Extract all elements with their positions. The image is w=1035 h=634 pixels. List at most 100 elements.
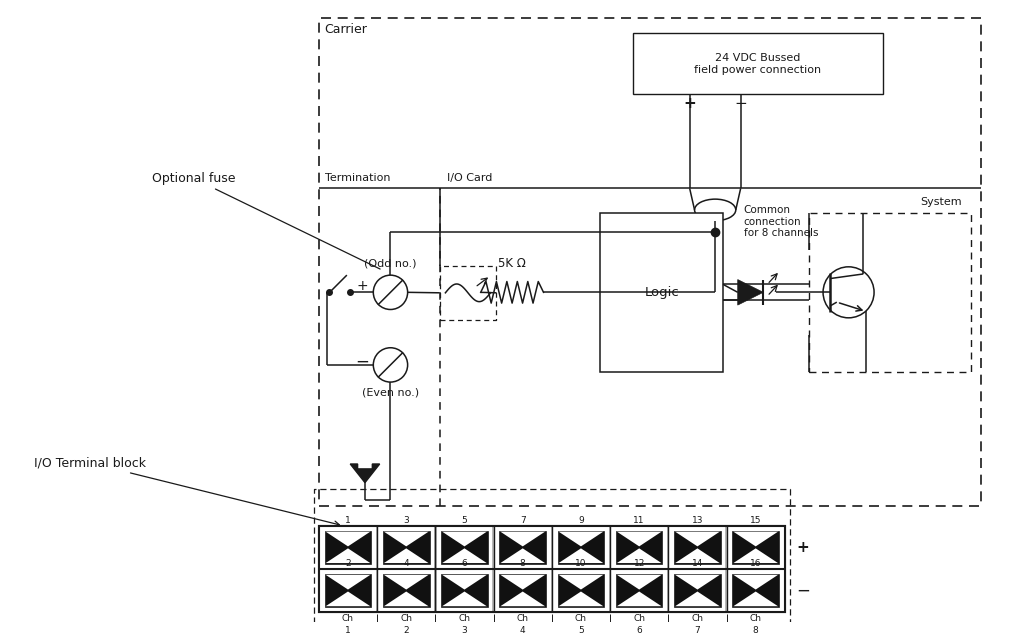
Polygon shape <box>441 531 487 564</box>
Text: 7: 7 <box>694 626 701 634</box>
Text: 5: 5 <box>579 626 584 634</box>
Polygon shape <box>320 570 376 611</box>
Text: Common
connection
for 8 channels: Common connection for 8 channels <box>743 205 818 238</box>
Polygon shape <box>674 531 720 564</box>
Polygon shape <box>384 575 428 590</box>
Polygon shape <box>495 570 551 611</box>
Polygon shape <box>378 527 434 568</box>
Polygon shape <box>733 531 779 564</box>
Text: 7: 7 <box>520 516 526 525</box>
Text: −: − <box>355 353 368 371</box>
Polygon shape <box>559 575 603 590</box>
Polygon shape <box>500 532 545 547</box>
Polygon shape <box>616 574 662 607</box>
Text: +: + <box>797 540 809 555</box>
Polygon shape <box>500 574 546 607</box>
Text: −: − <box>734 96 747 111</box>
Text: −: − <box>797 581 810 600</box>
Text: 1: 1 <box>345 516 351 525</box>
Polygon shape <box>326 548 371 563</box>
Text: +: + <box>356 280 367 294</box>
Text: (Even no.): (Even no.) <box>362 388 419 398</box>
Text: 9: 9 <box>579 516 584 525</box>
Text: 10: 10 <box>575 559 587 568</box>
Polygon shape <box>632 34 883 94</box>
Text: 2: 2 <box>404 626 409 634</box>
Polygon shape <box>437 527 493 568</box>
Polygon shape <box>378 570 434 611</box>
Polygon shape <box>326 532 371 547</box>
Text: Logic: Logic <box>645 286 679 299</box>
Polygon shape <box>326 592 371 606</box>
Text: 8: 8 <box>752 626 759 634</box>
Polygon shape <box>675 592 719 606</box>
Text: Carrier: Carrier <box>325 23 367 36</box>
Polygon shape <box>320 527 376 568</box>
Polygon shape <box>442 532 486 547</box>
Text: 11: 11 <box>633 516 645 525</box>
Polygon shape <box>738 280 763 305</box>
Polygon shape <box>734 575 778 590</box>
Text: I/O Card: I/O Card <box>447 174 493 183</box>
Text: Ch: Ch <box>401 614 412 623</box>
Polygon shape <box>559 548 603 563</box>
Polygon shape <box>675 548 719 563</box>
Text: 8: 8 <box>520 559 526 568</box>
Polygon shape <box>617 592 661 606</box>
Polygon shape <box>442 575 486 590</box>
Polygon shape <box>558 531 604 564</box>
Text: 2: 2 <box>345 559 351 568</box>
Text: Ch: Ch <box>633 614 645 623</box>
Polygon shape <box>617 575 661 590</box>
Polygon shape <box>734 532 778 547</box>
Polygon shape <box>559 592 603 606</box>
Text: I/O Terminal block: I/O Terminal block <box>34 456 339 526</box>
Polygon shape <box>617 548 661 563</box>
Text: 4: 4 <box>520 626 526 634</box>
Text: 15: 15 <box>750 516 762 525</box>
Polygon shape <box>553 570 609 611</box>
Polygon shape <box>383 574 430 607</box>
Text: Ch: Ch <box>575 614 587 623</box>
Polygon shape <box>675 532 719 547</box>
Text: 6: 6 <box>462 559 468 568</box>
Text: 14: 14 <box>691 559 703 568</box>
Polygon shape <box>670 570 726 611</box>
Text: System: System <box>920 197 962 207</box>
Polygon shape <box>734 592 778 606</box>
Text: Optional fuse: Optional fuse <box>152 172 380 269</box>
Circle shape <box>823 267 875 318</box>
Text: Ch: Ch <box>459 614 471 623</box>
Text: 6: 6 <box>637 626 642 634</box>
Text: Ch: Ch <box>749 614 762 623</box>
Text: 5: 5 <box>462 516 468 525</box>
Text: 24 VDC Bussed
field power connection: 24 VDC Bussed field power connection <box>694 53 822 75</box>
Text: 3: 3 <box>404 516 409 525</box>
Polygon shape <box>437 570 493 611</box>
Polygon shape <box>617 532 661 547</box>
Polygon shape <box>384 592 428 606</box>
Polygon shape <box>674 574 720 607</box>
Text: Ch: Ch <box>342 614 354 623</box>
Polygon shape <box>559 532 603 547</box>
Polygon shape <box>612 527 668 568</box>
Circle shape <box>374 347 408 382</box>
Polygon shape <box>675 575 719 590</box>
Polygon shape <box>383 531 430 564</box>
Text: Ch: Ch <box>516 614 529 623</box>
Polygon shape <box>319 526 785 612</box>
Polygon shape <box>500 548 545 563</box>
Text: (Odd no.): (Odd no.) <box>364 258 417 268</box>
Polygon shape <box>442 592 486 606</box>
Polygon shape <box>558 574 604 607</box>
Polygon shape <box>495 527 551 568</box>
Text: 1: 1 <box>345 626 351 634</box>
Text: +: + <box>683 96 696 111</box>
Polygon shape <box>670 527 726 568</box>
Polygon shape <box>325 574 372 607</box>
Text: 16: 16 <box>750 559 762 568</box>
Text: 13: 13 <box>691 516 703 525</box>
Polygon shape <box>326 575 371 590</box>
Text: 5K Ω: 5K Ω <box>498 257 526 269</box>
Text: Termination: Termination <box>325 174 390 183</box>
